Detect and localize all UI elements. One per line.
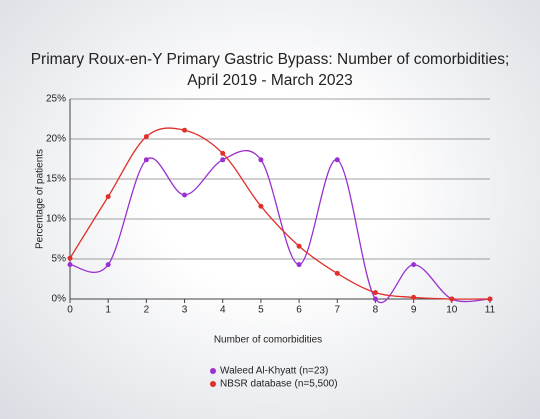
x-axis-label: Number of comorbidities (214, 335, 322, 346)
data-point (334, 157, 340, 163)
data-point (143, 157, 149, 163)
legend-label: NBSR database (n=5,500) (220, 379, 338, 390)
x-tick-label: 7 (334, 305, 340, 316)
data-point (372, 296, 378, 302)
data-point (411, 294, 417, 300)
y-tick-label: 5% (52, 254, 67, 265)
y-tick-label: 0% (52, 294, 67, 305)
x-tick-label: 0 (67, 305, 73, 316)
legend-label: Waleed Al-Khyatt (n=23) (220, 366, 328, 377)
x-tick-label: 4 (220, 305, 226, 316)
x-tick-label: 9 (411, 305, 417, 316)
x-tick-label: 11 (485, 305, 496, 316)
y-tick-label: 25% (46, 94, 66, 105)
data-point (296, 262, 302, 268)
chart-title: Primary Roux-en-Y Primary Gastric Bypass… (31, 51, 510, 68)
x-tick-label: 3 (182, 305, 188, 316)
data-point (220, 150, 226, 156)
y-tick-label: 10% (46, 214, 66, 225)
data-point (296, 243, 302, 249)
x-tick-label: 6 (296, 305, 302, 316)
data-point (182, 192, 188, 198)
x-tick-label: 2 (144, 305, 150, 316)
data-point (258, 157, 264, 163)
y-axis-label: Percentage of patients (35, 149, 46, 249)
data-point (220, 157, 226, 163)
data-point (334, 270, 340, 276)
legend-marker (210, 368, 216, 374)
data-point (487, 296, 493, 302)
y-tick-label: 20% (46, 134, 66, 145)
x-tick-label: 1 (105, 305, 111, 316)
data-point (67, 255, 73, 261)
data-point (449, 296, 455, 302)
legend-marker (210, 381, 216, 387)
data-point (258, 203, 264, 209)
series-line (69, 149, 491, 303)
data-point (143, 134, 149, 140)
data-point (411, 262, 417, 268)
data-point (105, 194, 111, 200)
data-point (372, 290, 378, 296)
chart-title: April 2019 - March 2023 (187, 72, 352, 89)
x-tick-label: 5 (258, 305, 264, 316)
x-tick-label: 10 (446, 305, 458, 316)
data-point (67, 262, 73, 268)
data-point (105, 262, 111, 268)
x-tick-label: 8 (373, 305, 379, 316)
data-point (182, 127, 188, 133)
y-tick-label: 15% (46, 174, 66, 185)
